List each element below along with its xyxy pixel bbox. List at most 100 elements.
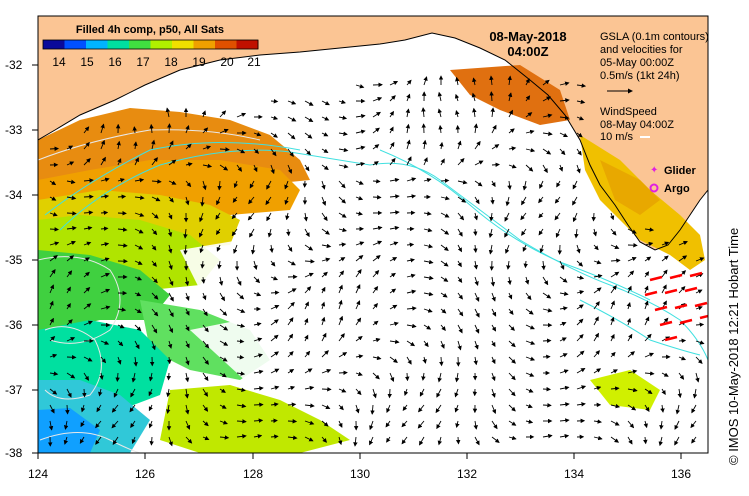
colorbar-title: Filled 4h comp, p50, All Sats: [76, 24, 224, 36]
velocity-vector: [591, 212, 596, 222]
velocity-vector: [508, 340, 516, 348]
glider-label: Glider: [664, 165, 697, 177]
velocity-vector: [643, 436, 648, 445]
velocity-vector: [523, 260, 528, 269]
velocity-vector: [185, 180, 192, 188]
velocity-vector: [130, 420, 136, 428]
velocity-vector: [151, 292, 159, 300]
velocity-vector: [593, 316, 599, 326]
velocity-vector: [491, 180, 496, 188]
colorbar-tick: 14: [52, 55, 66, 69]
velocity-vector: [522, 180, 528, 191]
velocity-vector: [372, 372, 380, 380]
velocity-vector: [675, 404, 681, 415]
velocity-vector: [355, 388, 362, 396]
velocity-vector: [593, 435, 603, 441]
velocity-vector: [96, 404, 102, 413]
velocity-vector: [151, 157, 158, 166]
velocity-vector: [49, 371, 59, 376]
velocity-vector: [115, 372, 120, 382]
wind-vector: [669, 273, 683, 280]
colorbar-gradient: [43, 40, 259, 49]
velocity-vector: [436, 420, 442, 430]
velocity-vector: [83, 158, 91, 166]
velocity-vector: [559, 132, 569, 138]
velocity-vector: [372, 127, 380, 134]
velocity-vector: [389, 257, 398, 262]
velocity-vector: [185, 356, 190, 366]
velocity-vector: [525, 147, 536, 153]
velocity-vector: [134, 308, 142, 314]
velocity-vector: [304, 420, 315, 425]
velocity-vector: [572, 196, 578, 206]
colorbar-tick: 17: [136, 55, 150, 69]
velocity-vector: [559, 402, 570, 407]
velocity-vector: [198, 228, 204, 238]
velocity-vector: [423, 227, 433, 233]
velocity-vector: [49, 353, 58, 359]
velocity-vector: [525, 419, 534, 424]
velocity-vector: [521, 196, 527, 206]
velocity-vector: [401, 436, 408, 445]
velocity-vector: [80, 420, 85, 428]
credit-text: © IMOS 10-May-2018 12:21 Hobart Time: [726, 228, 741, 465]
velocity-vector: [576, 385, 587, 390]
velocity-vector: [695, 340, 705, 345]
velocity-vector: [389, 126, 394, 134]
velocity-vector: [644, 285, 649, 294]
velocity-vector: [285, 212, 290, 221]
velocity-vector: [559, 321, 567, 327]
velocity-vector: [491, 324, 497, 332]
velocity-vector: [95, 420, 102, 429]
velocity-vector: [168, 212, 173, 220]
velocity-vector: [355, 371, 363, 377]
velocity-vector: [593, 301, 600, 310]
velocity-vector: [508, 435, 517, 441]
velocity-vector: [542, 96, 552, 102]
velocity-vector: [355, 255, 364, 262]
velocity-vector: [457, 158, 465, 166]
velocity-vector: [389, 241, 399, 246]
velocity-vector: [83, 303, 92, 310]
velocity-vector: [474, 140, 481, 150]
velocity-vector: [491, 340, 496, 347]
velocity-vector: [321, 420, 329, 427]
velocity-vector: [338, 131, 348, 136]
velocity-vector: [166, 388, 171, 398]
velocity-vector: [389, 141, 395, 150]
velocity-vector: [216, 196, 221, 206]
velocity-vector: [437, 91, 443, 102]
velocity-vector: [508, 420, 517, 426]
velocity-vector: [419, 388, 425, 397]
velocity-vector: [457, 244, 462, 253]
velocity-vector: [508, 388, 516, 397]
velocity-vector: [576, 334, 584, 342]
velocity-vector: [355, 180, 364, 185]
velocity-vector: [525, 340, 536, 345]
velocity-vector: [338, 196, 346, 204]
velocity-vector: [525, 95, 531, 102]
velocity-vector: [406, 177, 417, 182]
velocity-vector: [304, 164, 310, 172]
velocity-vector: [691, 404, 697, 414]
velocity-vector: [219, 110, 227, 118]
velocity-vector: [304, 148, 311, 156]
velocity-vector: [202, 324, 209, 333]
velocity-vector: [644, 352, 655, 358]
velocity-vector: [270, 434, 279, 439]
velocity-vector: [232, 196, 238, 203]
velocity-vector: [202, 340, 210, 349]
velocity-vector: [644, 241, 654, 247]
velocity-vector: [559, 306, 568, 311]
velocity-vector: [405, 123, 411, 134]
velocity-vector: [184, 276, 190, 286]
velocity-vector: [678, 372, 685, 380]
velocity-vector: [489, 91, 494, 102]
velocity-vector: [419, 436, 425, 446]
velocity-vector: [406, 356, 412, 365]
velocity-vector: [132, 126, 137, 134]
velocity-vector: [423, 243, 434, 249]
velocity-vector: [525, 78, 530, 86]
velocity-vector: [695, 289, 703, 294]
velocity-vector: [233, 180, 238, 189]
